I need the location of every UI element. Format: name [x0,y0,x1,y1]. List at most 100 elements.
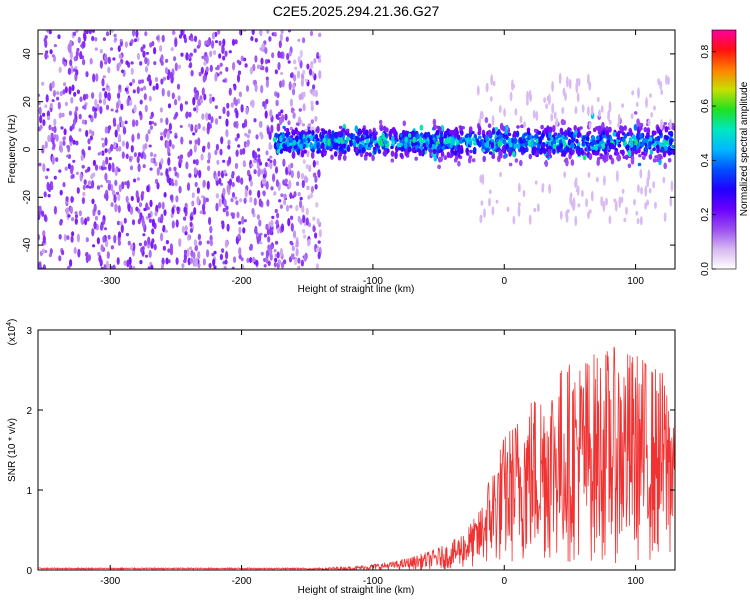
noise-cell [257,168,261,178]
noise-cell [193,239,197,246]
signal-cell [400,147,405,152]
wisp-cell [499,171,502,178]
signal-cell [575,138,579,144]
signal-cell [621,149,625,156]
snr-scale-label: (x104) [6,319,18,346]
wisp-cell [660,118,663,131]
noise-cell [67,265,71,269]
wisp-cell [577,78,581,87]
noise-cell [51,80,55,89]
noise-cell [234,39,238,45]
noise-cell [303,234,307,239]
noise-cell [260,169,264,175]
signal-cell [337,137,341,145]
noise-cell [85,71,89,78]
snr-marks [38,346,675,570]
noise-cell [160,263,165,269]
noise-cell [178,185,182,194]
noise-cell [313,58,317,64]
noise-cell [209,50,213,57]
noise-cell [293,258,298,266]
signal-cell [295,135,299,143]
signal-cell [649,136,653,142]
noise-cell [159,117,163,124]
noise-cell [308,164,312,173]
noise-cell [179,103,183,112]
signal-cell [365,151,369,157]
wisp-cell [574,215,578,227]
noise-cell [46,30,50,33]
noise-cell [104,172,108,181]
noise-cell [184,231,188,236]
signal-cell [355,147,359,154]
noise-cell [85,237,89,243]
signal-cell [616,154,621,162]
signal-cell [468,140,473,146]
noise-cell [55,157,59,162]
signal-cell [459,148,464,154]
noise-cell [44,51,48,60]
noise-cell [205,66,209,73]
noise-cell [169,194,173,201]
signal-cell [364,129,369,137]
noise-cell [292,82,296,90]
spectrogram-x-label: Height of straight line (km) [298,284,415,295]
signal-cell [361,140,365,145]
noise-cell [93,203,97,212]
noise-cell [256,214,260,220]
wisp-cell [590,190,594,202]
signal-cell [616,135,621,141]
noise-cell [148,144,152,148]
noise-cell [101,142,105,148]
noise-cell [276,227,280,235]
wisp-cell [670,180,674,192]
noise-cell [100,137,105,141]
signal-cell [513,142,518,150]
noise-cell [231,192,236,198]
wisp-cell [548,93,551,106]
noise-cell [110,245,114,250]
noise-cell [294,66,298,70]
colorbar-label: Normalized spectral amplitude [739,81,750,216]
noise-cell [136,86,140,94]
noise-cell [171,92,175,100]
noise-cell [160,232,164,242]
signal-cell [488,151,493,155]
noise-cell [312,90,316,97]
noise-cell [310,185,314,194]
signal-cell [299,143,303,149]
wisp-cell [644,202,647,210]
wisp-cell [566,76,569,88]
noise-cell [206,180,210,190]
noise-cell [85,184,90,189]
wisp-cell [635,211,639,216]
noise-cell [152,85,156,91]
signal-cell [628,129,633,136]
noise-cell [72,118,77,126]
noise-cell [108,162,112,172]
noise-cell [225,118,229,127]
noise-cell [133,38,138,43]
noise-cell [138,110,142,117]
noise-cell [297,56,301,64]
signal-cell [390,150,395,157]
noise-cell [183,206,187,213]
wisp-cell [476,85,480,96]
noise-cell [92,73,96,83]
noise-cell [79,172,83,182]
noise-cell [85,252,89,256]
signal-cell [565,146,570,153]
signal-cell [286,141,291,148]
snr-x-axis: -300 -200 -100 0 100 [100,330,644,587]
noise-cell [280,30,284,35]
signal-cell [484,142,489,147]
noise-cell [181,225,185,234]
noise-cell [278,40,282,49]
noise-cell [192,96,196,106]
noise-cell [295,244,299,248]
signal-cell [487,129,492,137]
signal-cell [523,132,528,137]
signal-cell [656,140,660,145]
noise-cell [277,62,281,71]
signal-cell [303,149,307,154]
